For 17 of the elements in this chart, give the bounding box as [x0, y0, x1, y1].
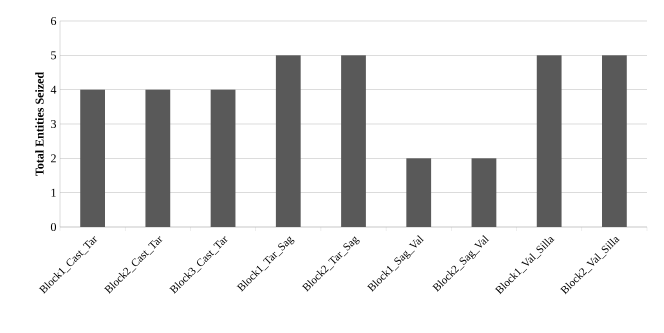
bar [406, 158, 432, 227]
bar [80, 90, 106, 227]
y-tick-label: 6 [50, 16, 56, 26]
y-tick-label: 1 [52, 188, 56, 197]
y-tick-label: 4 [50, 86, 56, 94]
y-tick-label: 2 [51, 154, 56, 162]
bar [276, 55, 301, 227]
bar [472, 158, 496, 227]
bar [341, 55, 366, 227]
bar [602, 55, 627, 227]
y-tick-label: 0 [50, 222, 56, 232]
bar [210, 90, 236, 227]
y-tick-label: 3 [51, 120, 56, 128]
y-tick-label: 5 [51, 51, 56, 60]
y-axis-title: Total Entities Seized [35, 72, 44, 176]
bar [145, 90, 170, 227]
bar [536, 55, 562, 227]
